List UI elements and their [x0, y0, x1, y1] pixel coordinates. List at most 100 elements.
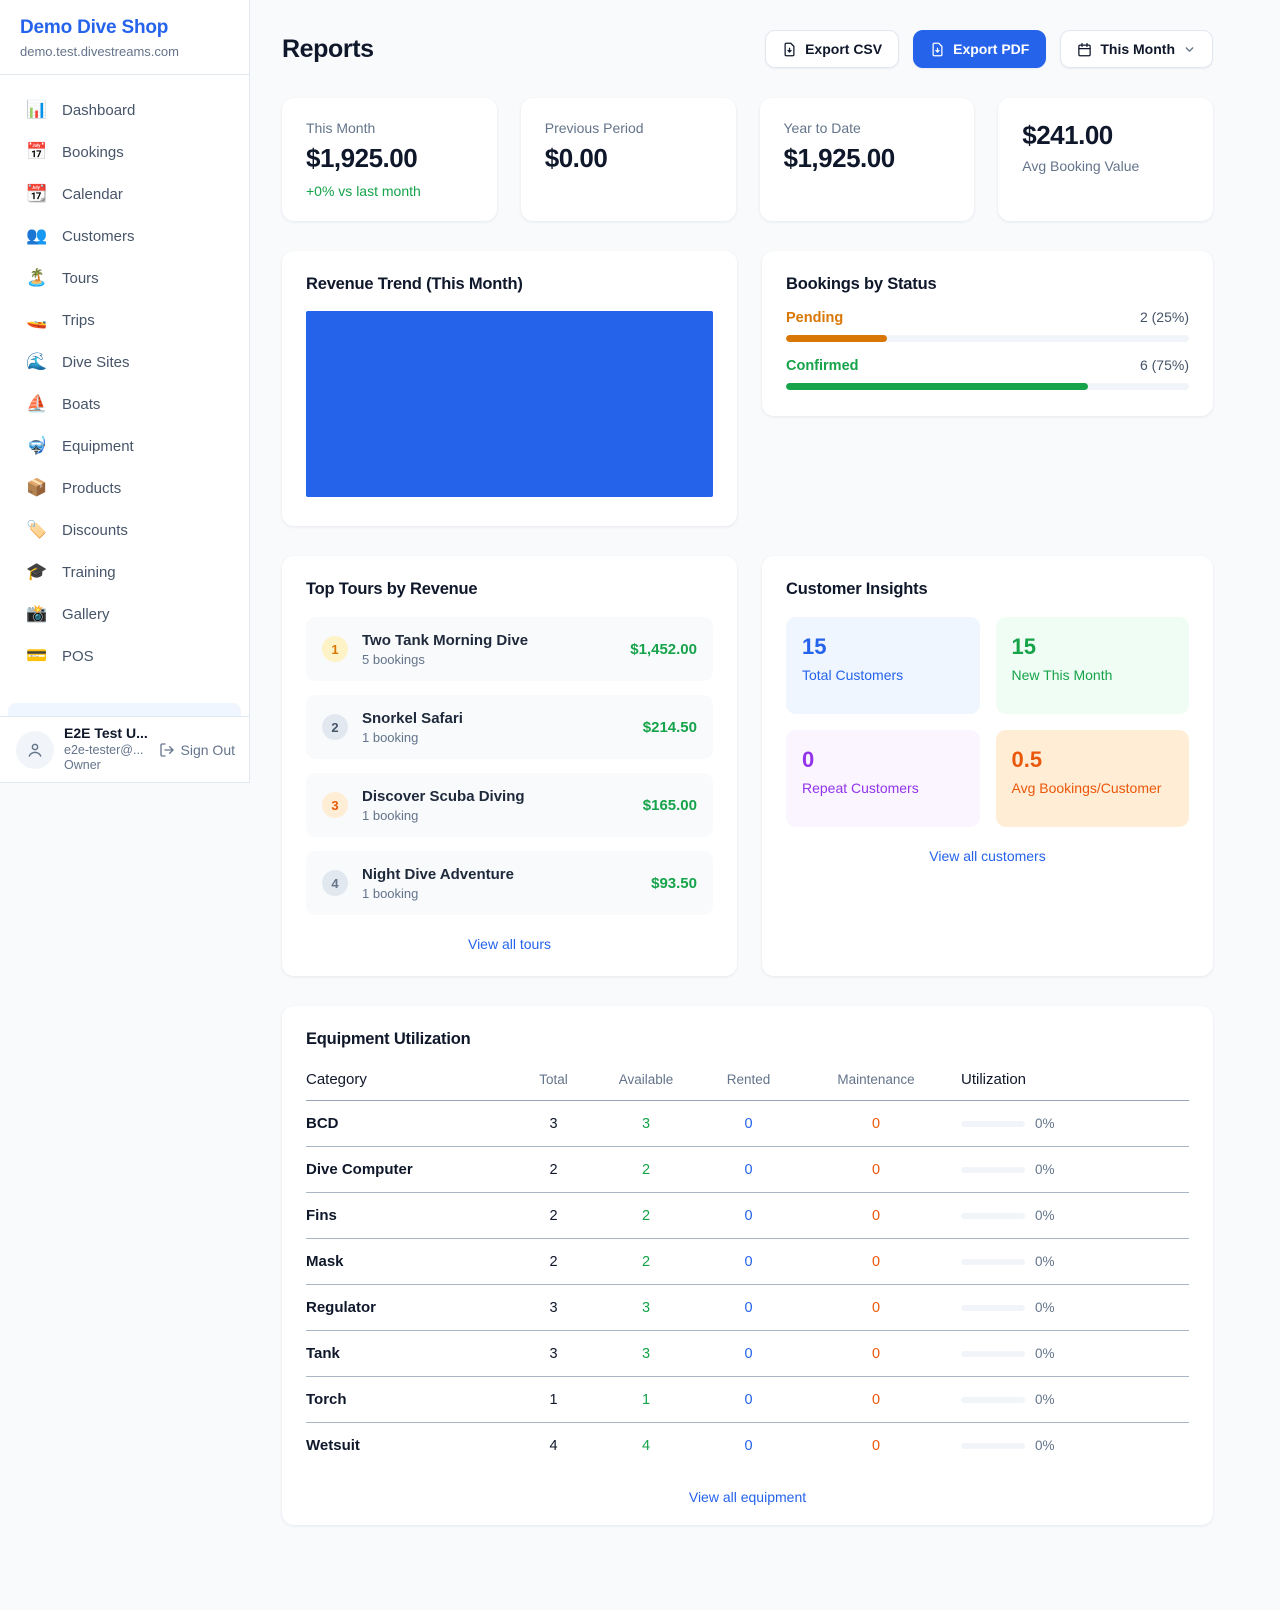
- stat-card: Year to Date $1,925.00: [759, 98, 975, 221]
- equipment-rented: 0: [744, 1253, 753, 1270]
- period-selector[interactable]: This Month: [1060, 30, 1213, 68]
- export-csv-button[interactable]: Export CSV: [765, 30, 900, 68]
- view-all-customers-link[interactable]: View all customers: [929, 848, 1046, 864]
- sign-out-button[interactable]: Sign Out: [159, 742, 235, 758]
- tour-name: Two Tank Morning Dive: [362, 631, 529, 649]
- tour-list-item: 3 Discover Scuba Diving 1 booking $165.00: [306, 773, 713, 837]
- sidebar-item-equipment[interactable]: 🤿 Equipment: [8, 425, 241, 467]
- equipment-utilization-cell: 0%: [961, 1346, 1189, 1361]
- equipment-maintenance: 0: [871, 1437, 881, 1454]
- stat-card: This Month $1,925.00 +0% vs last month: [282, 98, 497, 221]
- sidebar-item-label: Dashboard: [62, 101, 136, 119]
- brand-block: Demo Dive Shop demo.test.divestreams.com: [0, 0, 249, 75]
- sidebar-item-gallery[interactable]: 📸 Gallery: [8, 593, 241, 635]
- sidebar-item-label: Products: [62, 479, 122, 497]
- tour-bookings: 1 booking: [362, 807, 419, 823]
- revenue-trend-title: Revenue Trend (This Month): [306, 275, 523, 293]
- customer-insights-title: Customer Insights: [786, 580, 928, 598]
- equipment-category: Fins: [306, 1207, 337, 1224]
- utilization-bar-track: [961, 1166, 1025, 1173]
- top-tours-card: Top Tours by Revenue 1 Two Tank Morning D…: [282, 556, 737, 976]
- revenue-trend-card: Revenue Trend (This Month): [282, 251, 737, 526]
- sign-out-label: Sign Out: [180, 741, 235, 758]
- sidebar-item-pos[interactable]: 💳 POS: [8, 635, 241, 677]
- equipment-column-header: Rented: [726, 1072, 771, 1087]
- customer-insights-card: Customer Insights 15 Total Customers 15 New…: [762, 556, 1213, 976]
- top-tours-title: Top Tours by Revenue: [306, 580, 478, 598]
- insight-label: New This Month: [1011, 667, 1113, 683]
- equipment-utilization-cell: 0%: [961, 1438, 1189, 1453]
- sidebar-item-dashboard[interactable]: 📊 Dashboard: [8, 89, 241, 131]
- equipment-column-header: Category: [306, 1071, 367, 1088]
- utilization-bar-track: [961, 1442, 1025, 1449]
- equipment-total: 3: [549, 1345, 558, 1362]
- sidebar-item-label: Boats: [62, 395, 101, 413]
- period-label: This Month: [1100, 41, 1175, 57]
- charts-row: Revenue Trend (This Month) Bookings by S…: [282, 251, 1213, 526]
- stats-grid: This Month $1,925.00 +0% vs last month Prev…: [282, 98, 1213, 221]
- equipment-total: 2: [549, 1253, 558, 1270]
- tour-info: Two Tank Morning Dive 5 bookings: [362, 632, 528, 667]
- logout-icon: [159, 742, 174, 757]
- equipment-available: 2: [641, 1207, 651, 1224]
- tour-info: Snorkel Safari 1 booking: [362, 710, 463, 745]
- bookings-icon: 📅: [26, 142, 48, 161]
- sidebar-item-label: Customers: [62, 227, 135, 245]
- insight-tile: 0 Repeat Customers: [786, 730, 980, 827]
- sidebar-item-bookings[interactable]: 📅 Bookings: [8, 131, 241, 173]
- insights-row: Top Tours by Revenue 1 Two Tank Morning D…: [282, 556, 1213, 976]
- equipment-category: Torch: [306, 1391, 347, 1408]
- sidebar-item-label: Dive Sites: [62, 353, 130, 371]
- equipment-category: Mask: [306, 1253, 344, 1270]
- equipment-table-row: BCD 3 3 0 0 0%: [306, 1101, 1189, 1147]
- insight-value: 15: [1011, 634, 1036, 659]
- brand-domain: demo.test.divestreams.com: [20, 44, 179, 59]
- equipment-utilization-cell: 0%: [961, 1162, 1189, 1177]
- page-header: Reports Export CSV Export PDF This Month: [282, 30, 1213, 68]
- sidebar-nav: 📊 Dashboard 📅 Bookings 📆 Calendar 👥 Customers 🏝️…: [0, 75, 249, 677]
- equipment-category: BCD: [306, 1115, 339, 1132]
- utilization-bar-track: [961, 1396, 1025, 1403]
- utilization-bar-track: [961, 1304, 1025, 1311]
- calendar-icon: [1078, 42, 1092, 56]
- status-count: 2 (25%): [1139, 309, 1189, 325]
- sidebar-item-label: Trips: [62, 311, 95, 329]
- sidebar-item-tours[interactable]: 🏝️ Tours: [8, 257, 241, 299]
- equipment-total: 4: [549, 1437, 558, 1454]
- insight-tile: 15 New This Month: [995, 617, 1189, 714]
- equipment-icon: 🤿: [26, 436, 48, 455]
- equipment-column-header: Maintenance: [837, 1072, 915, 1087]
- utilization-bar-track: [961, 1258, 1025, 1265]
- sidebar-item-trips[interactable]: 🚤 Trips: [8, 299, 241, 341]
- active-nav-item-partial[interactable]: [8, 703, 241, 716]
- sidebar-item-calendar[interactable]: 📆 Calendar: [8, 173, 241, 215]
- utilization-bar-track: [961, 1350, 1025, 1357]
- sidebar-item-discounts[interactable]: 🏷️ Discounts: [8, 509, 241, 551]
- sidebar-item-label: POS: [62, 647, 94, 665]
- tour-amount: $1,452.00: [630, 640, 697, 658]
- view-all-equipment-link[interactable]: View all equipment: [688, 1489, 807, 1505]
- equipment-total: 3: [549, 1299, 558, 1316]
- equipment-rented: 0: [744, 1115, 753, 1132]
- sidebar-item-products[interactable]: 📦 Products: [8, 467, 241, 509]
- equipment-maintenance: 0: [871, 1161, 881, 1178]
- sidebar-item-training[interactable]: 🎓 Training: [8, 551, 241, 593]
- equipment-category: Wetsuit: [306, 1437, 360, 1454]
- sidebar-item-customers[interactable]: 👥 Customers: [8, 215, 241, 257]
- dive-sites-icon: 🌊: [26, 352, 48, 371]
- equipment-rented: 0: [744, 1161, 753, 1178]
- export-pdf-button[interactable]: Export PDF: [913, 30, 1047, 68]
- insight-tile: 0.5 Avg Bookings/Customer: [995, 730, 1189, 827]
- dashboard-icon: 📊: [26, 100, 48, 119]
- sidebar-item-boats[interactable]: ⛵ Boats: [8, 383, 241, 425]
- sidebar-item-dive-sites[interactable]: 🌊 Dive Sites: [8, 341, 241, 383]
- utilization-percent: 0%: [1035, 1300, 1055, 1315]
- view-all-tours-link[interactable]: View all tours: [467, 936, 551, 952]
- sidebar-item-label: Tours: [62, 269, 99, 287]
- equipment-maintenance: 0: [871, 1253, 881, 1270]
- equipment-available: 3: [641, 1115, 651, 1132]
- customers-icon: 👥: [26, 226, 48, 245]
- equipment-table-row: Fins 2 2 0 0 0%: [306, 1193, 1189, 1239]
- revenue-trend-chart: [306, 311, 713, 497]
- utilization-percent: 0%: [1035, 1208, 1055, 1223]
